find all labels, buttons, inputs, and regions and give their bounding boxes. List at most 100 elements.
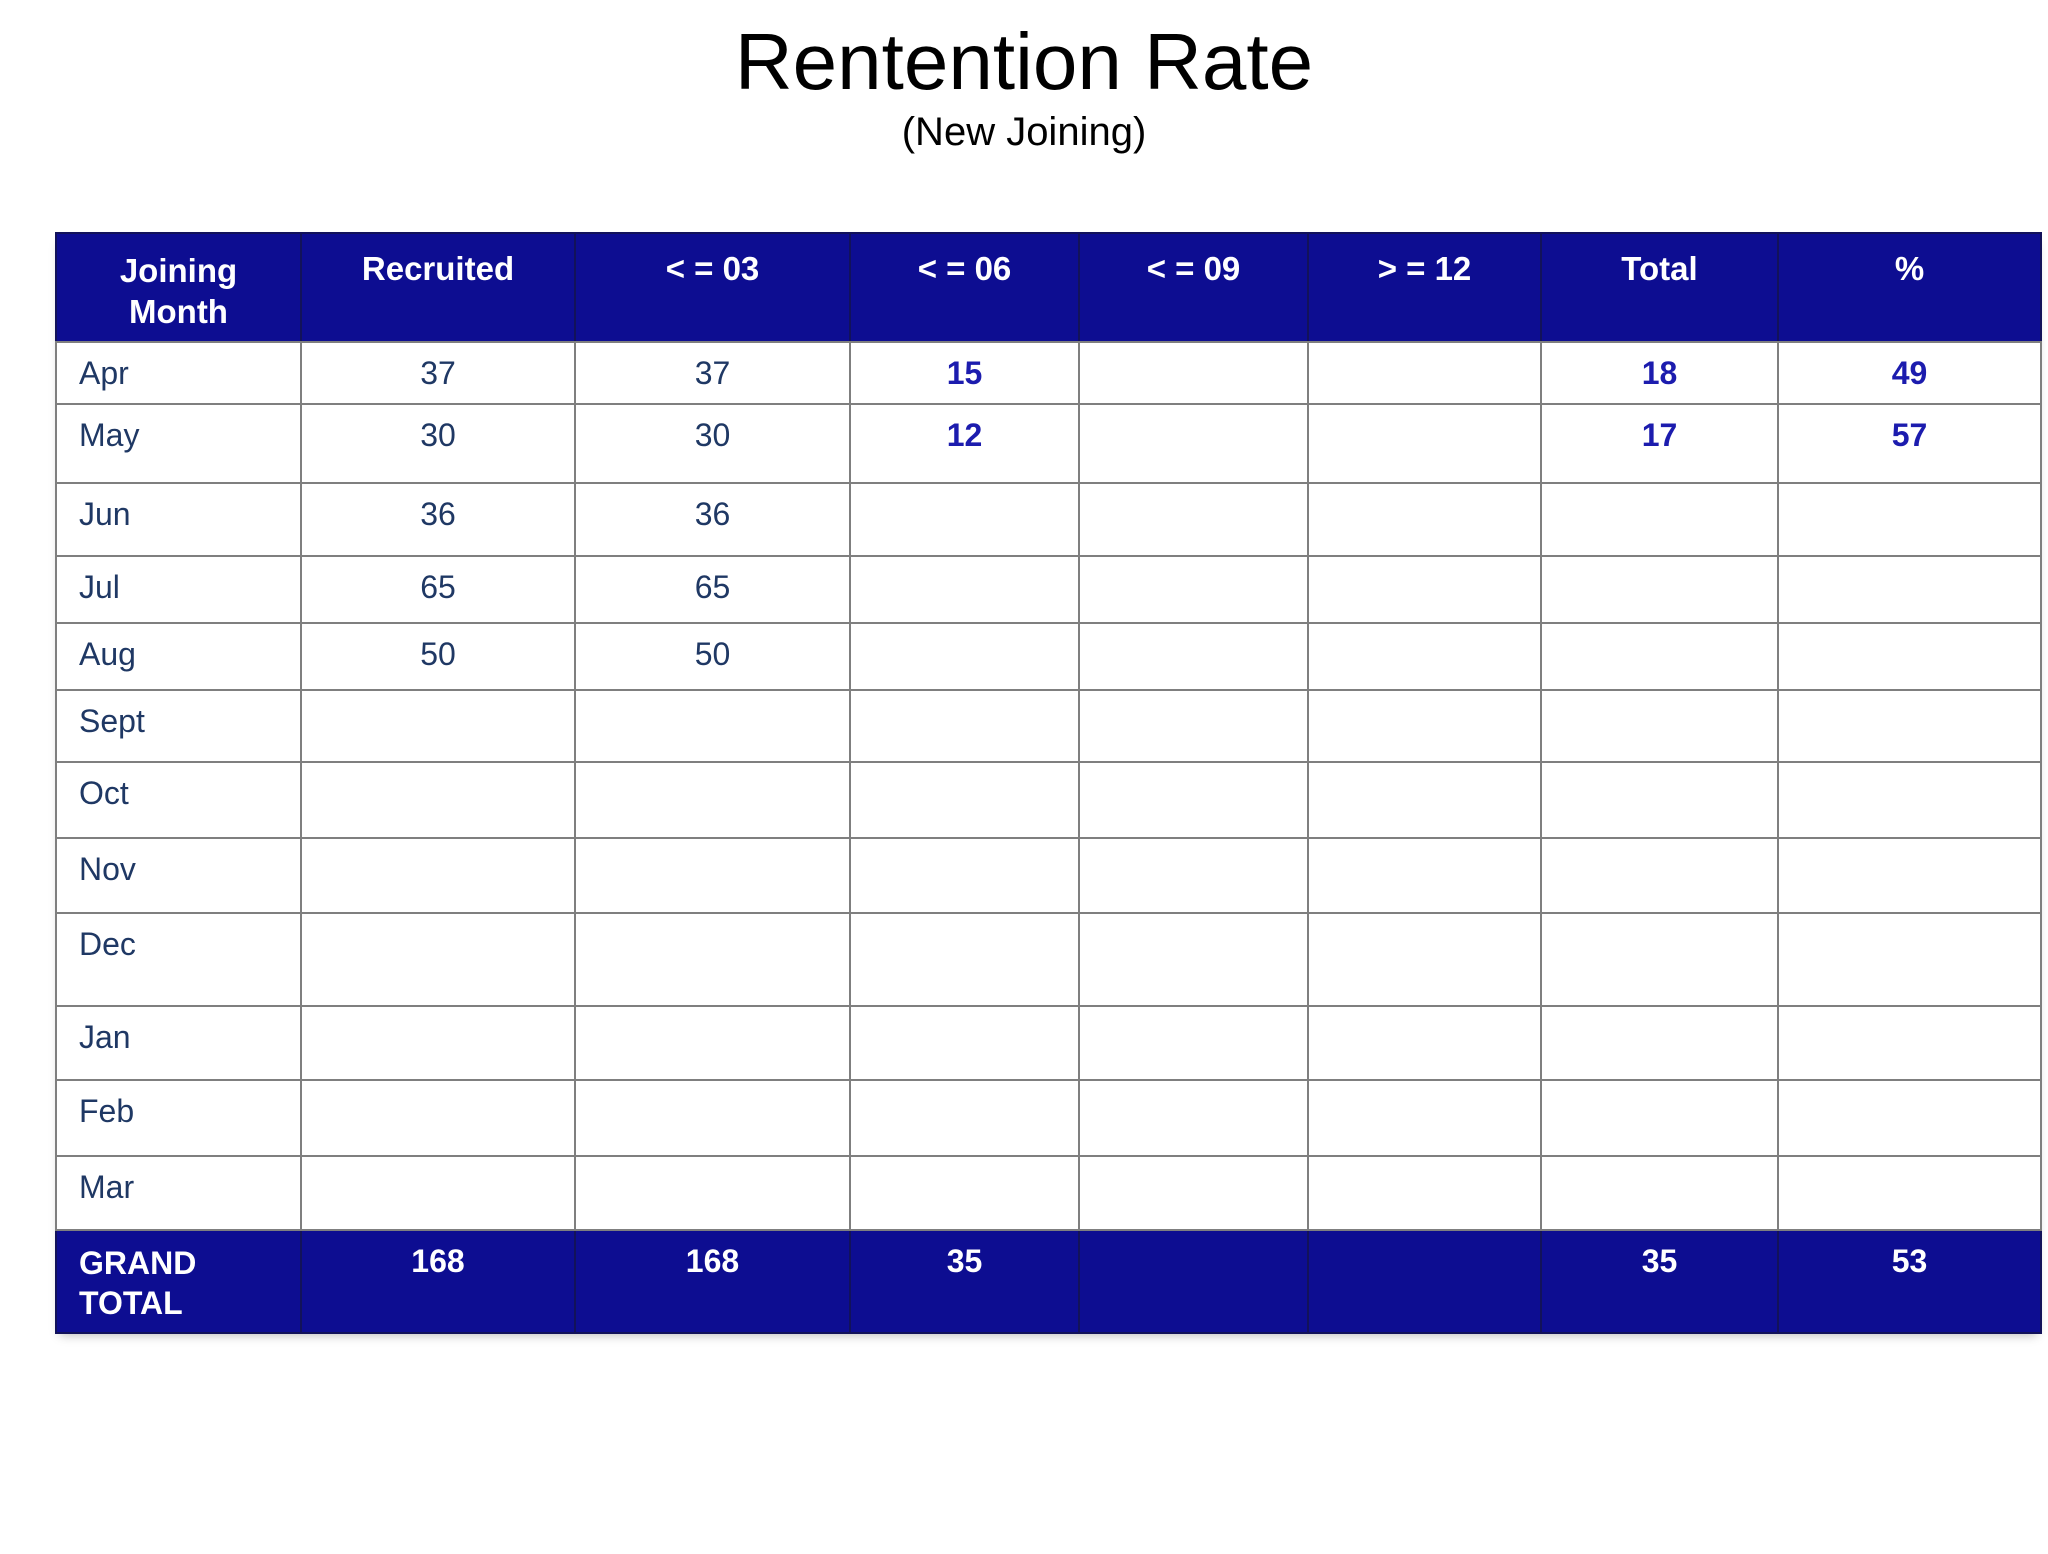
cell-recruited — [300, 837, 576, 914]
cell-le06: 15 — [849, 341, 1080, 405]
cell-ge12 — [1307, 837, 1542, 914]
cell-ge12 — [1307, 622, 1542, 691]
cell-ge12 — [1307, 555, 1542, 624]
table-row-jan: Jan — [55, 1005, 2042, 1081]
cell-le06 — [849, 1079, 1080, 1157]
cell-le09 — [1078, 482, 1309, 557]
cell-grand-le06: 35 — [849, 1229, 1080, 1334]
cell-percent — [1777, 689, 2042, 763]
cell-le09 — [1078, 1005, 1309, 1081]
cell-ge12 — [1307, 1155, 1542, 1231]
cell-recruited: 30 — [300, 403, 576, 484]
cell-le06 — [849, 761, 1080, 839]
cell-recruited: 50 — [300, 622, 576, 691]
cell-month: Apr — [55, 341, 302, 405]
cell-percent — [1777, 912, 2042, 1007]
cell-recruited — [300, 1005, 576, 1081]
table-row-may: May 30 30 12 17 57 — [55, 403, 2042, 484]
cell-le06: 12 — [849, 403, 1080, 484]
column-header-percent: % — [1777, 232, 2042, 343]
column-header-label: Joining Month — [119, 252, 238, 331]
cell-percent: 57 — [1777, 403, 2042, 484]
table-row-dec: Dec — [55, 912, 2042, 1007]
cell-le06 — [849, 912, 1080, 1007]
table-row-feb: Feb — [55, 1079, 2042, 1157]
cell-le03 — [574, 912, 851, 1007]
cell-total — [1540, 1005, 1779, 1081]
cell-le09 — [1078, 341, 1309, 405]
cell-month: Jul — [55, 555, 302, 624]
cell-percent — [1777, 482, 2042, 557]
cell-month: Aug — [55, 622, 302, 691]
column-header-recruited: Recruited — [300, 232, 576, 343]
retention-rate-table: Joining Month Recruited < = 03 < = 06 < … — [55, 232, 2042, 1334]
cell-grand-recruited: 168 — [300, 1229, 576, 1334]
cell-le03 — [574, 837, 851, 914]
cell-month: May — [55, 403, 302, 484]
cell-le09 — [1078, 1079, 1309, 1157]
cell-le03: 65 — [574, 555, 851, 624]
cell-le06 — [849, 689, 1080, 763]
cell-total — [1540, 761, 1779, 839]
table-row-sept: Sept — [55, 689, 2042, 763]
cell-le03 — [574, 1005, 851, 1081]
cell-percent — [1777, 837, 2042, 914]
cell-month: Feb — [55, 1079, 302, 1157]
table-row-jul: Jul 65 65 — [55, 555, 2042, 624]
cell-month: Mar — [55, 1155, 302, 1231]
cell-month: Sept — [55, 689, 302, 763]
cell-percent — [1777, 1005, 2042, 1081]
cell-le09 — [1078, 689, 1309, 763]
column-header-le03: < = 03 — [574, 232, 851, 343]
cell-percent: 49 — [1777, 341, 2042, 405]
cell-month: Jun — [55, 482, 302, 557]
cell-total — [1540, 1079, 1779, 1157]
cell-percent — [1777, 761, 2042, 839]
cell-le03 — [574, 1079, 851, 1157]
cell-le09 — [1078, 1155, 1309, 1231]
cell-le03 — [574, 1155, 851, 1231]
cell-le06 — [849, 555, 1080, 624]
cell-le03: 30 — [574, 403, 851, 484]
table-row-mar: Mar — [55, 1155, 2042, 1231]
cell-month: Jan — [55, 1005, 302, 1081]
grand-total-label: GRAND TOTAL — [79, 1245, 197, 1321]
cell-recruited — [300, 1155, 576, 1231]
cell-month: Dec — [55, 912, 302, 1007]
cell-total — [1540, 837, 1779, 914]
cell-le03: 50 — [574, 622, 851, 691]
cell-recruited — [300, 761, 576, 839]
cell-recruited — [300, 689, 576, 763]
cell-recruited: 37 — [300, 341, 576, 405]
cell-percent — [1777, 622, 2042, 691]
cell-grand-le03: 168 — [574, 1229, 851, 1334]
cell-total — [1540, 912, 1779, 1007]
cell-le06 — [849, 482, 1080, 557]
cell-total — [1540, 689, 1779, 763]
table-row-nov: Nov — [55, 837, 2042, 914]
cell-ge12 — [1307, 761, 1542, 839]
cell-ge12 — [1307, 689, 1542, 763]
cell-percent — [1777, 555, 2042, 624]
cell-le03 — [574, 689, 851, 763]
cell-recruited — [300, 1079, 576, 1157]
grand-total-row: GRAND TOTAL 168 168 35 35 53 — [55, 1229, 2042, 1334]
cell-month: Nov — [55, 837, 302, 914]
cell-le03: 36 — [574, 482, 851, 557]
cell-grand-total: 35 — [1540, 1229, 1779, 1334]
cell-ge12 — [1307, 1079, 1542, 1157]
column-header-ge12: > = 12 — [1307, 232, 1542, 343]
cell-recruited: 65 — [300, 555, 576, 624]
column-header-joining-month: Joining Month — [55, 232, 302, 343]
cell-ge12 — [1307, 1005, 1542, 1081]
cell-le09 — [1078, 837, 1309, 914]
cell-le09 — [1078, 622, 1309, 691]
cell-le06 — [849, 1155, 1080, 1231]
cell-le03 — [574, 761, 851, 839]
cell-le06 — [849, 837, 1080, 914]
page-title: Rentention Rate — [734, 17, 1314, 106]
cell-total — [1540, 622, 1779, 691]
cell-total — [1540, 1155, 1779, 1231]
cell-grand-le09 — [1078, 1229, 1309, 1334]
cell-le09 — [1078, 403, 1309, 484]
